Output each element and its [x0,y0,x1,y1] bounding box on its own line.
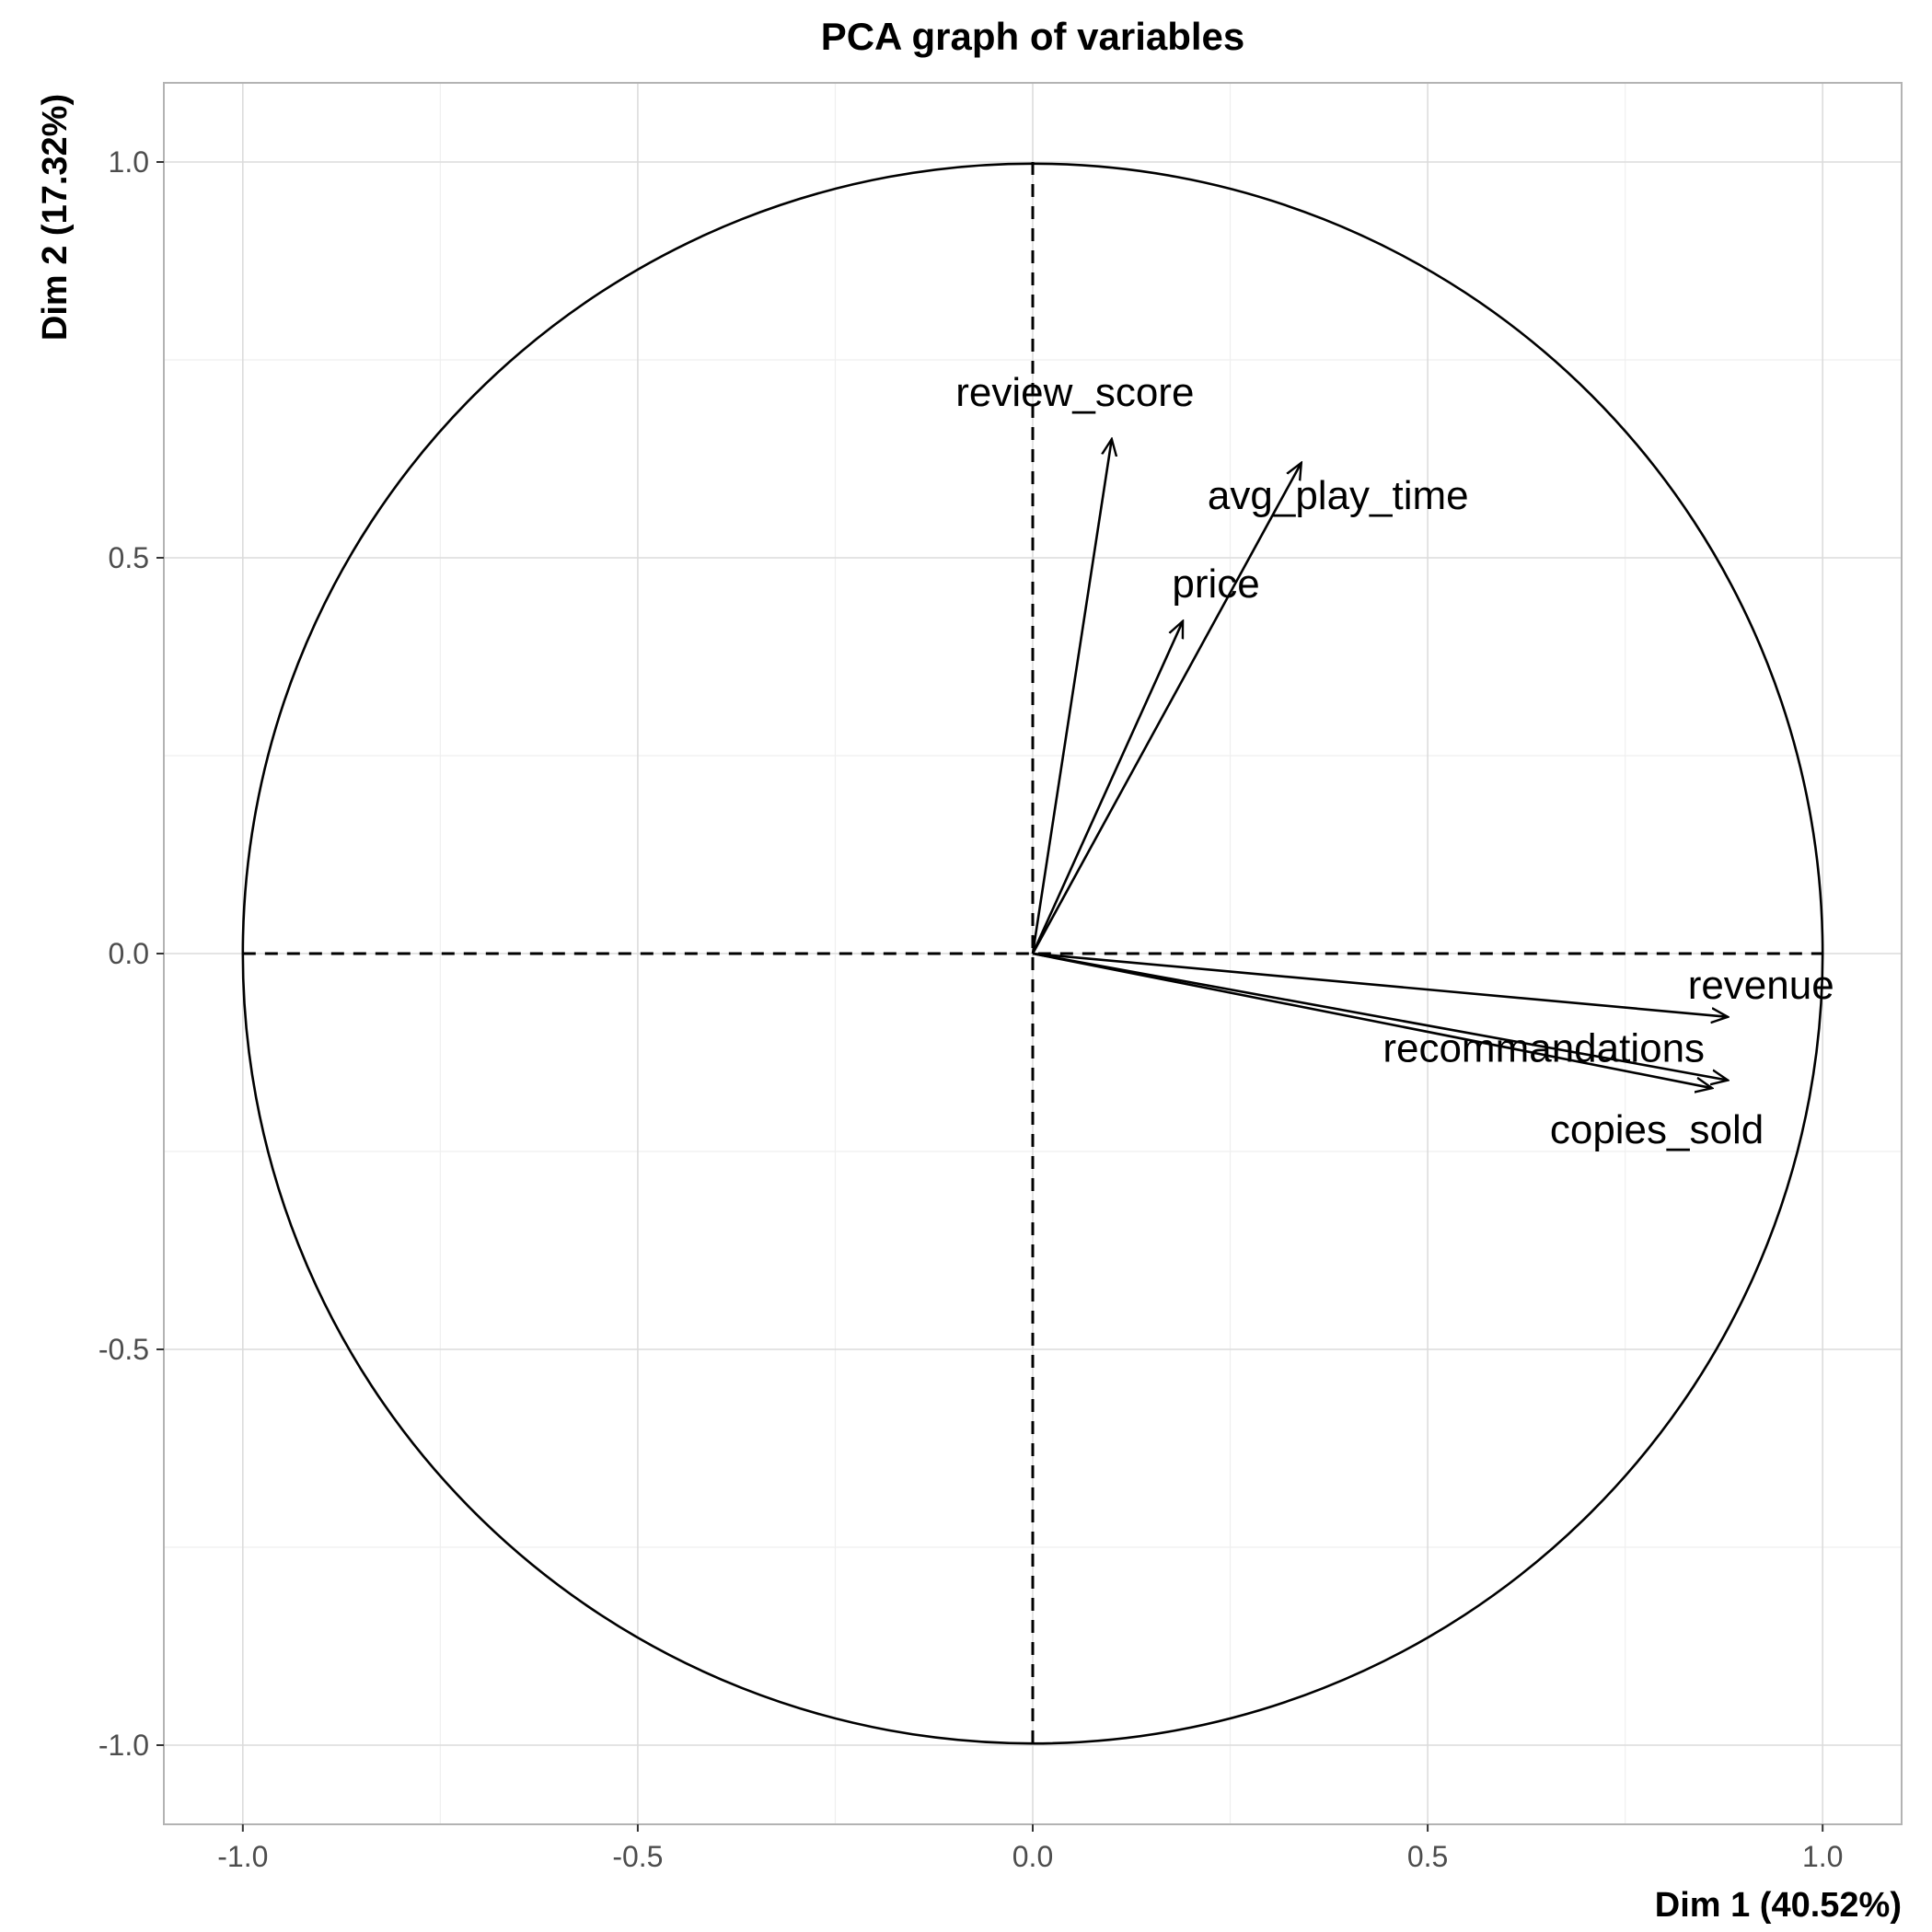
x-tick-label: -1.0 [217,1840,268,1873]
label-avg-play-time: avg_play_time [1208,473,1469,518]
y-tick-label: -1.0 [98,1729,149,1762]
y-tick-label: -0.5 [98,1333,149,1366]
label-copies-sold: copies_sold [1550,1107,1764,1152]
y-tick-label: 0.0 [109,937,149,970]
arrow-avg-play-time [1033,463,1301,954]
y-tick-label: 0.5 [109,541,149,574]
label-price: price [1172,561,1259,607]
y-axis-title: Dim 2 (17.32%) [36,94,75,341]
x-tick-label: 0.5 [1407,1840,1448,1873]
variable-arrows [1033,439,1728,1088]
x-tick-label: 0.0 [1012,1840,1053,1873]
x-axis-title: Dim 1 (40.52%) [1655,1886,1902,1925]
y-tick-label: 1.0 [109,145,149,179]
label-recommandations: recommandations [1382,1026,1705,1071]
arrow-revenue [1033,954,1728,1017]
label-review-score: review_score [955,370,1194,415]
arrow-price [1033,621,1183,954]
chart-title: PCA graph of variables [821,15,1245,58]
x-tick-label: -0.5 [612,1840,663,1873]
arrow-review-score [1033,439,1112,954]
x-tick-label: 1.0 [1802,1840,1843,1873]
label-revenue: revenue [1688,963,1834,1008]
